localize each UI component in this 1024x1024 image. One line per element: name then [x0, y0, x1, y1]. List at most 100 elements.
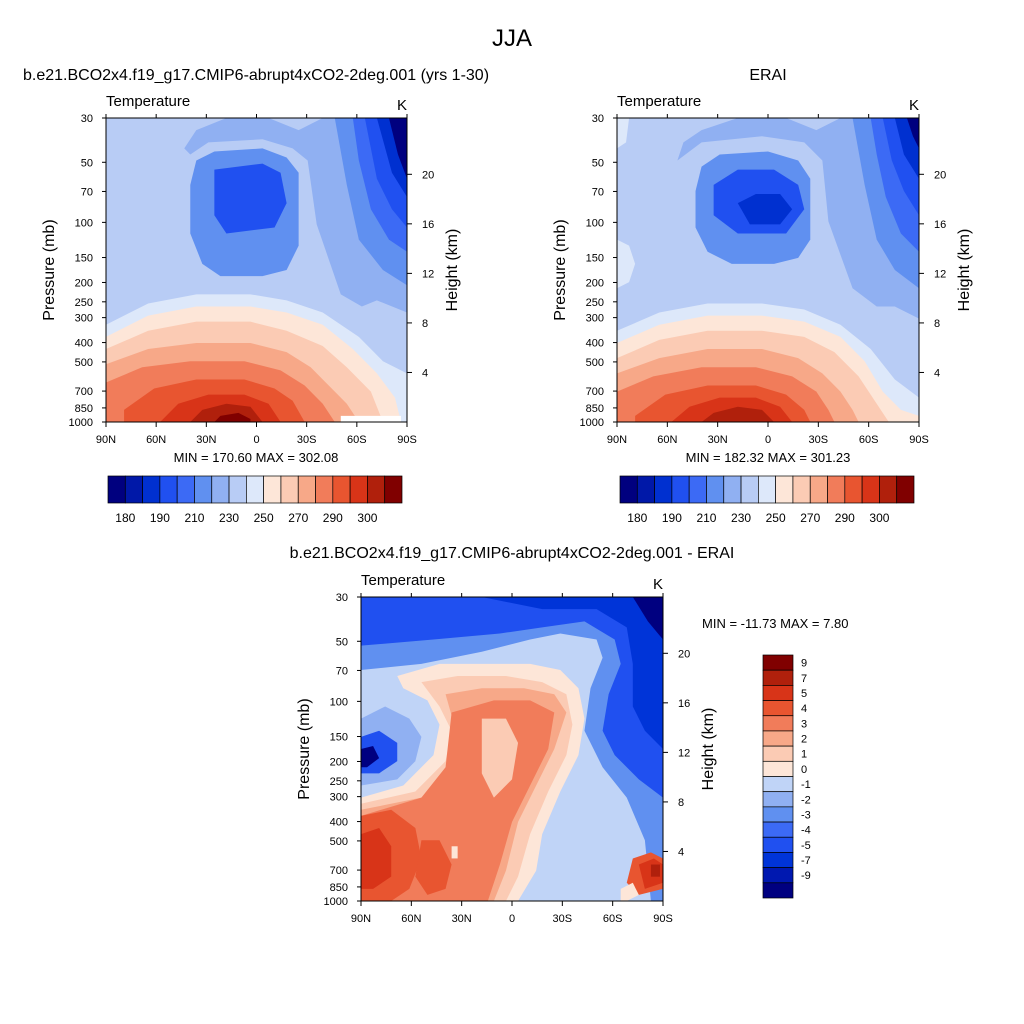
pressure-tick-label: 50	[81, 157, 93, 169]
pressure-tick-label: 700	[330, 865, 348, 877]
colorbar-label: 210	[696, 511, 716, 525]
height-tick-label: 16	[422, 219, 434, 231]
colorbar-label: -9	[801, 870, 811, 882]
lat-tick-label: 0	[253, 434, 259, 446]
height-tick-label: 8	[678, 797, 684, 809]
colorbar-label: 9	[801, 658, 807, 670]
band-temp-185	[214, 163, 287, 234]
pressure-axis-label: Pressure (mb)	[296, 698, 313, 799]
panel-model: b.e21.BCO2x4.f19_g17.CMIP6-abrupt4xCO2-2…	[23, 67, 489, 525]
height-tick-label: 12	[934, 268, 946, 280]
height-tick-label: 12	[678, 747, 690, 759]
variable-label: Temperature	[106, 93, 190, 110]
colorbar-label: 4	[801, 703, 807, 715]
pressure-tick-label: 700	[586, 386, 604, 398]
pressure-tick-label: 400	[330, 817, 348, 829]
lat-tick-label: 60N	[657, 434, 677, 446]
pressure-tick-label: 70	[81, 186, 93, 198]
colorbar-swatch	[896, 475, 915, 504]
lat-tick-label: 0	[509, 913, 515, 925]
colorbar-swatch	[367, 475, 386, 504]
height-tick-label: 12	[422, 268, 434, 280]
colorbar-label: -2	[801, 794, 811, 806]
colorbar-label: 0	[801, 764, 807, 776]
lat-tick-label: 30S	[553, 913, 573, 925]
band-diff-8	[650, 864, 660, 877]
lat-tick-label: 0	[765, 434, 771, 446]
colorbar-label: 250	[254, 511, 274, 525]
masked-topography	[340, 415, 401, 422]
colorbar-swatch	[671, 475, 690, 504]
pressure-tick-label: 150	[330, 732, 348, 744]
height-tick-label: 4	[934, 367, 940, 379]
pressure-tick-label: 70	[336, 665, 348, 677]
band-temp-230	[617, 239, 636, 289]
colorbar-swatch	[762, 715, 794, 732]
colorbar-swatch	[280, 475, 299, 504]
stats-label: MIN = -11.73 MAX = 7.80	[702, 616, 848, 631]
band-temp-300	[214, 412, 251, 422]
pressure-tick-label: 50	[592, 157, 604, 169]
panel-title: b.e21.BCO2x4.f19_g17.CMIP6-abrupt4xCO2-2…	[290, 545, 735, 562]
lat-tick-label: 30S	[809, 434, 829, 446]
colorbar-swatch	[211, 475, 230, 504]
band-diff-45b	[415, 840, 452, 895]
pressure-tick-label: 500	[586, 357, 604, 369]
pressure-axis-label: Pressure (mb)	[552, 219, 569, 320]
colorbar-label: 290	[323, 511, 343, 525]
colorbar-swatch	[809, 475, 828, 504]
height-tick-label: 16	[678, 698, 690, 710]
colorbar-swatch	[228, 475, 247, 504]
pressure-tick-label: 500	[75, 357, 93, 369]
colorbar-label: 250	[766, 511, 786, 525]
band-temp-230b	[617, 118, 630, 149]
pressure-tick-label: 850	[330, 882, 348, 894]
band-diff-15b	[481, 718, 519, 798]
lat-tick-label: 30N	[196, 434, 216, 446]
colorbar-swatch	[246, 475, 264, 504]
lat-tick-label: 60N	[146, 434, 166, 446]
colorbar-swatch	[792, 475, 811, 504]
figure-title: JJA	[492, 25, 532, 52]
pressure-tick-label: 700	[75, 386, 93, 398]
band-temp-180	[737, 194, 793, 225]
colorbar-swatch	[349, 475, 368, 504]
colorbar-label: 230	[219, 511, 239, 525]
lat-tick-label: 30N	[452, 913, 472, 925]
colorbar-swatch	[762, 791, 794, 808]
contour-field	[617, 118, 919, 422]
lat-tick-label: 60S	[347, 434, 367, 446]
colorbar-swatch	[723, 475, 742, 504]
colorbar-swatch	[762, 806, 794, 823]
colorbar-label: -7	[801, 855, 811, 867]
colorbar-swatch	[384, 475, 403, 504]
pressure-tick-label: 100	[330, 696, 348, 708]
band-diff-05c	[620, 882, 639, 901]
panel-diff: b.e21.BCO2x4.f19_g17.CMIP6-abrupt4xCO2-2…	[290, 545, 849, 925]
colorbar-label: 5	[801, 688, 807, 700]
colorbar-label: 210	[184, 511, 204, 525]
lat-tick-label: 90N	[96, 434, 116, 446]
colorbar-swatch	[636, 475, 655, 504]
colorbar-swatch	[762, 669, 794, 686]
colorbar-swatch	[107, 475, 126, 504]
height-tick-label: 4	[422, 367, 428, 379]
pressure-tick-label: 200	[586, 277, 604, 289]
height-tick-label: 8	[934, 318, 940, 330]
pressure-tick-label: 850	[586, 403, 604, 415]
pressure-tick-label: 1000	[324, 896, 348, 908]
pressure-tick-label: 250	[330, 776, 348, 788]
colorbar-swatch	[762, 760, 794, 777]
colorbar-label: 290	[835, 511, 855, 525]
colorbar-swatch	[688, 475, 707, 504]
stats-label: MIN = 182.32 MAX = 301.23	[686, 450, 851, 465]
pressure-tick-label: 1000	[69, 417, 93, 429]
stats-label: MIN = 170.60 MAX = 302.08	[174, 450, 339, 465]
colorbar-swatch	[762, 867, 794, 884]
colorbar-swatch	[762, 685, 794, 701]
band-diff-neg8b	[361, 745, 380, 768]
pressure-tick-label: 250	[586, 297, 604, 309]
colorbar-swatch	[176, 475, 195, 504]
band-temp-176	[906, 118, 919, 149]
pressure-tick-label: 850	[75, 403, 93, 415]
